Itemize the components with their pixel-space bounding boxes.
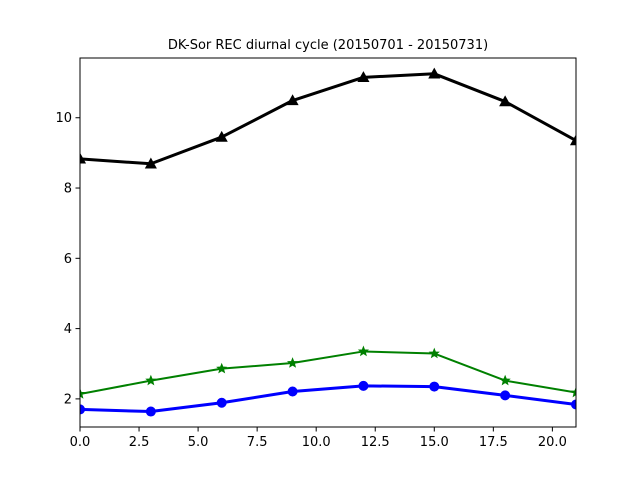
series-1-point-2 bbox=[144, 157, 157, 169]
y-tick-label: 4 bbox=[64, 322, 72, 337]
series-3-point-6 bbox=[429, 381, 440, 392]
series-3-point-2 bbox=[145, 406, 156, 417]
plot-area: 0.0 2.5 5.0 7.5 10.0 12.5 15.0 17.5 20.0 2 4 6 8 10 bbox=[55, 57, 577, 450]
series-1 bbox=[80, 67, 576, 169]
series-2-point-1 bbox=[80, 388, 86, 399]
series-2-line bbox=[80, 350, 576, 395]
series-1-point-7 bbox=[499, 95, 512, 107]
series-2-point-3 bbox=[216, 362, 228, 374]
series-3 bbox=[80, 380, 576, 417]
series-2-point-2 bbox=[145, 374, 157, 386]
series-1-line bbox=[80, 72, 576, 166]
series-3-point-1 bbox=[80, 404, 85, 415]
x-tick-label: 7.5 bbox=[247, 435, 268, 450]
y-axis: 2 4 6 8 10 bbox=[55, 111, 80, 407]
y-tick-label: 10 bbox=[55, 111, 72, 126]
y-tick-label: 8 bbox=[64, 182, 72, 197]
series-1-point-4 bbox=[286, 94, 299, 106]
x-axis: 0.0 2.5 5.0 7.5 10.0 12.5 15.0 17.5 20.0 bbox=[70, 427, 567, 450]
chart-title: DK-Sor REC diurnal cycle (20150701 - 201… bbox=[168, 38, 488, 53]
y-tick-label: 6 bbox=[64, 252, 72, 267]
x-tick-label: 5.0 bbox=[188, 435, 209, 450]
series-1-point-8 bbox=[569, 134, 576, 146]
series-2-point-8 bbox=[570, 386, 576, 398]
series-1-point-5 bbox=[357, 71, 370, 82]
series-3-point-4 bbox=[287, 386, 298, 397]
x-tick-label: 20.0 bbox=[538, 435, 567, 450]
series-1-point-1 bbox=[80, 152, 87, 164]
series-3-point-8 bbox=[571, 399, 576, 410]
series-3-point-5 bbox=[358, 380, 369, 391]
series-1-point-6 bbox=[428, 67, 441, 79]
x-tick-label: 12.5 bbox=[361, 435, 390, 450]
x-tick-label: 0.0 bbox=[70, 435, 91, 450]
series-2-point-6 bbox=[428, 347, 440, 359]
series-group bbox=[80, 67, 576, 417]
series-1-point-3 bbox=[215, 130, 228, 142]
x-tick-label: 2.5 bbox=[129, 435, 150, 450]
series-2-point-7 bbox=[499, 374, 511, 386]
series-2-point-5 bbox=[357, 345, 370, 357]
y-tick-label: 2 bbox=[64, 392, 72, 407]
axes-frame bbox=[79, 57, 577, 428]
series-2-point-4 bbox=[286, 357, 299, 368]
x-tick-label: 17.5 bbox=[479, 435, 508, 450]
x-tick-label: 10.0 bbox=[302, 435, 331, 450]
series-3-line bbox=[80, 384, 576, 414]
series-3-point-3 bbox=[216, 397, 227, 408]
series-3-point-7 bbox=[500, 390, 511, 401]
series-2 bbox=[80, 345, 576, 399]
x-tick-label: 15.0 bbox=[420, 435, 449, 450]
